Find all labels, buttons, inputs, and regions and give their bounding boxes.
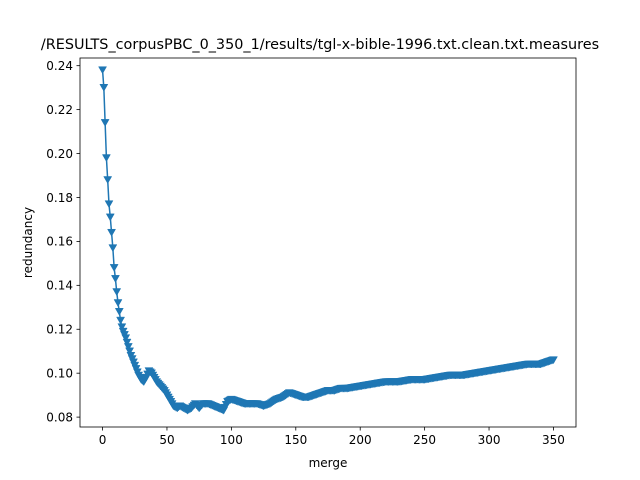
data-point-marker [116,316,126,325]
y-tick-label: 0.08 [46,410,73,424]
x-tick-label: 50 [159,433,174,447]
data-point-marker [104,200,114,209]
x-tick-label: 250 [413,433,436,447]
data-point-marker [103,176,113,185]
data-point-marker [112,288,122,297]
data-point-marker [107,228,116,237]
y-axis-label: redundancy [21,207,35,278]
y-tick-label: 0.18 [46,191,73,205]
data-point-marker [125,347,135,356]
x-tick-label: 150 [284,433,307,447]
y-tick-label: 0.16 [46,235,73,249]
data-point-marker [114,308,124,316]
data-point-marker [108,244,118,253]
data-point-marker [110,275,120,283]
data-point-marker [113,299,123,308]
plot-area [80,58,576,427]
chart-title: /RESULTS_corpusPBC_0_350_1/results/tgl-x… [41,37,599,53]
y-tick-label: 0.24 [46,59,73,73]
data-point-marker [99,84,109,92]
data-point-marker [105,213,115,222]
data-point-marker [100,119,110,127]
axes-frame [79,57,577,428]
y-tick-label: 0.12 [46,323,73,337]
data-point-marker [123,343,133,351]
x-axis-label: merge [309,456,348,470]
data-point-marker [117,323,127,332]
x-tick-label: 200 [349,433,372,447]
data-point-marker [98,66,107,75]
y-tick-label: 0.20 [46,147,73,161]
y-tick-label: 0.14 [46,279,73,293]
y-tick-label: 0.22 [46,103,73,117]
y-tick-label: 0.10 [46,366,73,380]
x-tick-label: 300 [478,433,501,447]
data-point-marker [121,334,131,343]
x-tick-label: 0 [99,433,107,447]
x-tick-label: 350 [542,433,565,447]
data-point-marker [122,338,132,347]
data-point-marker [101,154,111,163]
x-tick-label: 100 [220,433,243,447]
data-point-marker [109,264,119,272]
series-layer [98,66,558,415]
axes-layer: 0 50 100 150 200 250 300 350 0.08 0.10 0.12 0.14 0.1… [46,57,577,447]
data-point-marker [549,356,558,365]
